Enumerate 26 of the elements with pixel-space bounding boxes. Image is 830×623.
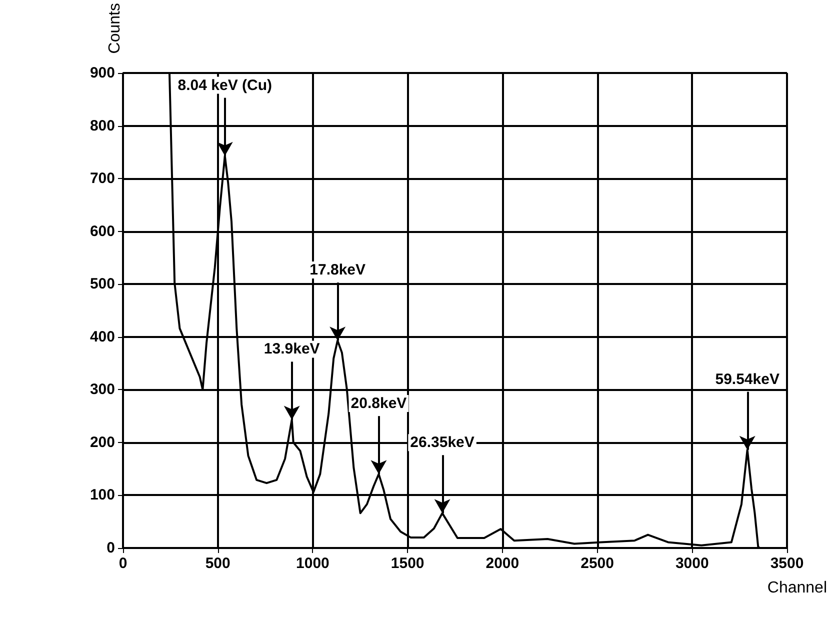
annotation: 20.8keV [350,395,407,412]
x-tick-label: 2500 [580,555,614,572]
y-tick-label: 900 [90,64,115,82]
y-tick-label: 0 [106,540,115,556]
annotation: 26.35keV [410,434,474,452]
y-tick-label: 800 [90,117,115,134]
y-tick-label: 600 [90,222,115,240]
x-tick-label: 2000 [486,555,520,572]
x-tick-label: 500 [205,555,230,572]
x-tick-label: 3500 [770,555,804,572]
x-tick-label: 3000 [675,555,709,572]
x-axis-title: Channel [767,580,827,596]
y-tick-label: 200 [90,434,115,451]
x-tick-label: 1500 [390,555,424,572]
x-tick-label: 0 [118,555,128,572]
x-tick-label: 1000 [296,555,330,572]
annotation: 17.8keV [310,262,366,279]
annotation: 8.04 keV (Cu) [178,76,272,94]
annotation: 13.9keV [264,340,320,358]
y-tick-label: 100 [90,486,115,504]
y-tick-label: 500 [90,276,115,293]
annotation: 59.54keV [715,370,780,388]
y-tick-label: 300 [90,381,115,398]
y-tick-label: 700 [90,170,115,188]
y-axis-title: Counts [106,3,124,54]
y-tick-label: 400 [90,328,115,346]
